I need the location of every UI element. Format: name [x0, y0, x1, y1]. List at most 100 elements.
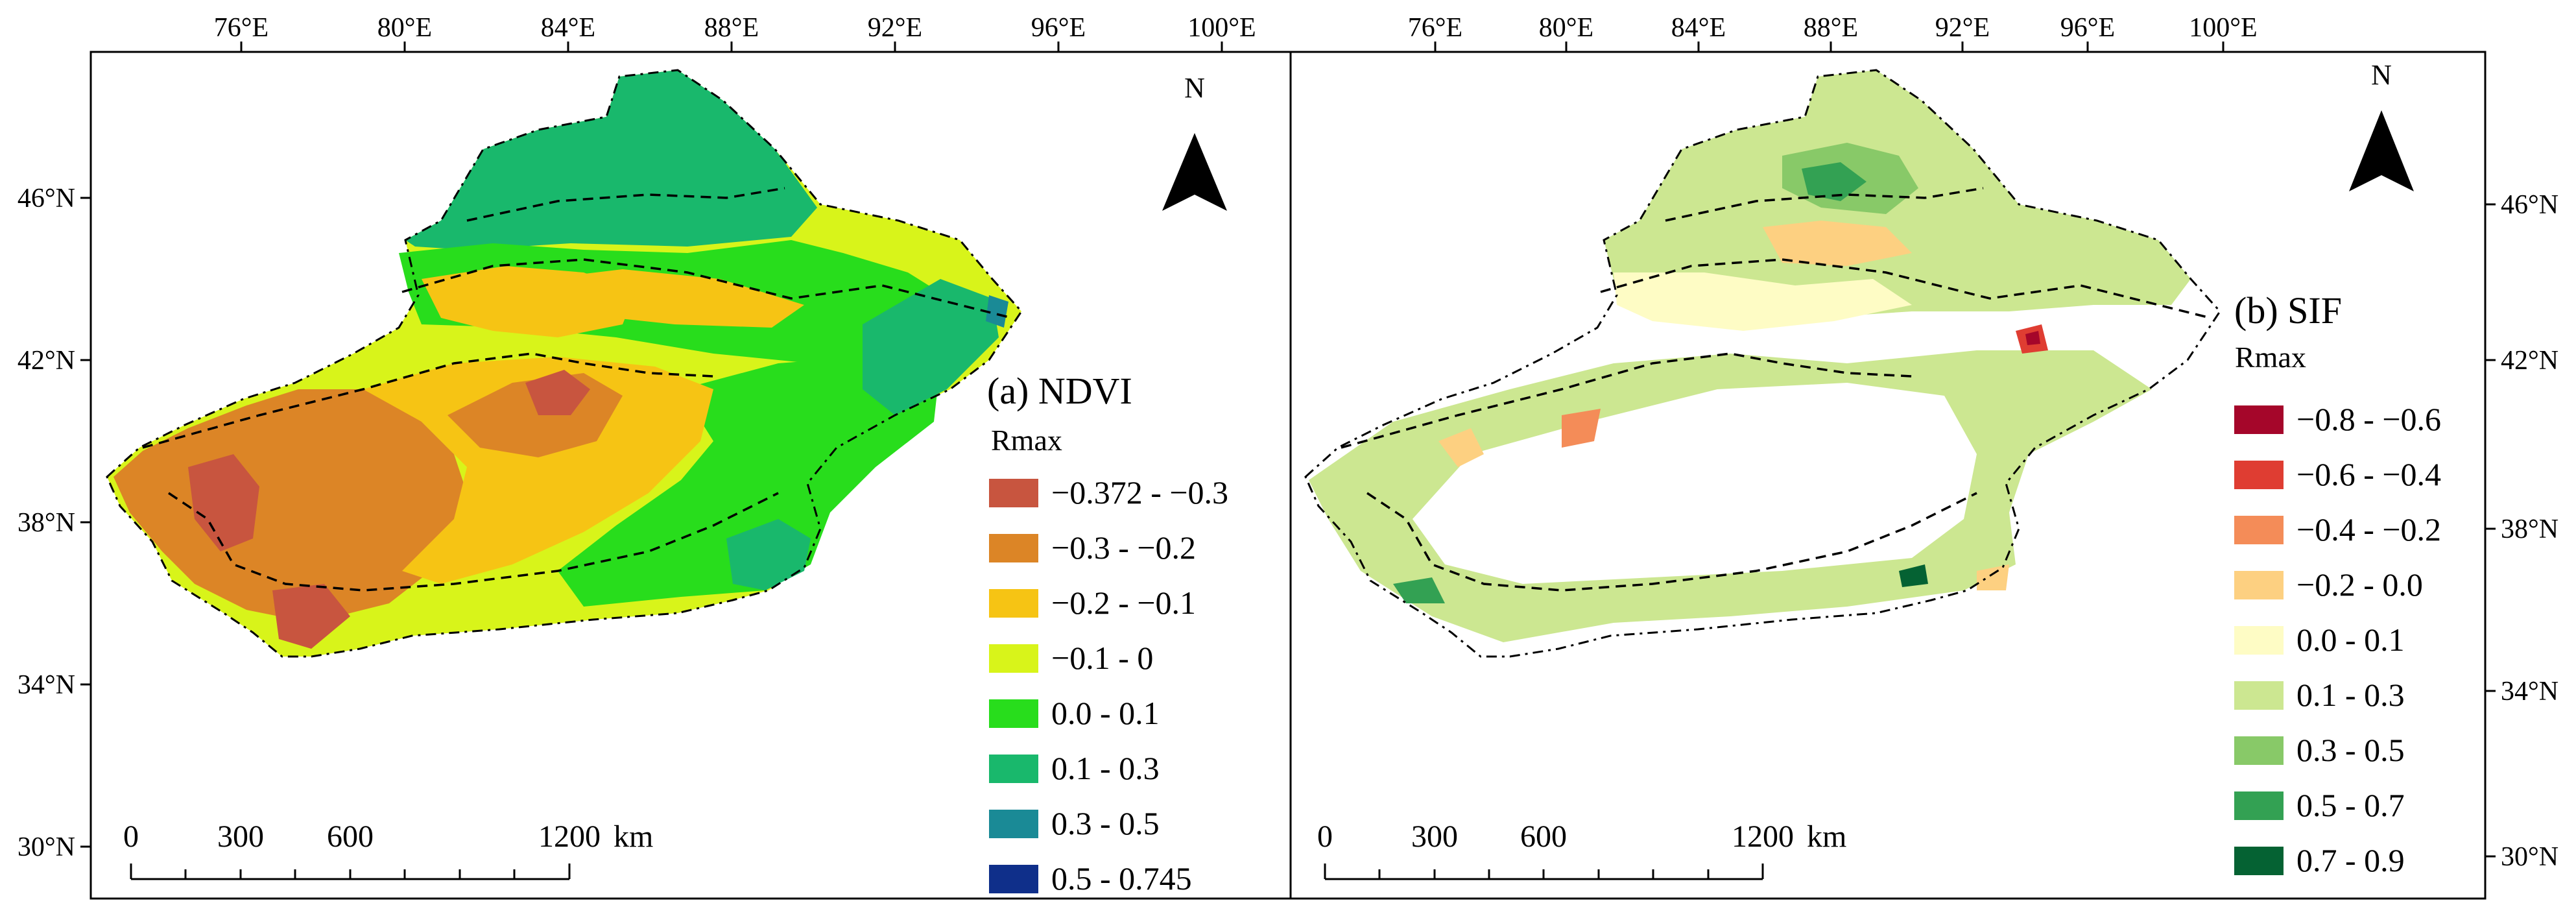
- north-arrow-icon: [1162, 133, 1227, 211]
- scale-unit: km: [614, 819, 653, 854]
- panel-a-lon-label: 92°E: [868, 13, 922, 43]
- panel-a-lat-label: 30°N: [18, 832, 75, 862]
- north-arrow-icon: [2349, 110, 2414, 191]
- legend-label: −0.3 - −0.2: [1051, 529, 1196, 566]
- panel-a-title: (a) NDVI: [987, 370, 1132, 412]
- panel-b-lon-label: 88°E: [1804, 13, 1858, 43]
- panel-b-ring: [1309, 350, 2152, 642]
- legend-swatch: [989, 810, 1038, 838]
- panel-a-southeast-teal: [726, 519, 811, 590]
- panel-b-orange-patch-2: [1562, 409, 1601, 448]
- panel-b-north-pale: [1614, 272, 1912, 331]
- scale-label: 600: [1520, 819, 1567, 854]
- legend-label: 0.3 - 0.5: [1051, 805, 1160, 841]
- panel-a-map: [106, 69, 1023, 658]
- panel-b-lon-label: 84°E: [1671, 13, 1726, 43]
- panel-a-east-green: [558, 357, 940, 607]
- panel-a-lon-label: 84°E: [541, 13, 595, 43]
- panel-b-basin-line: [1341, 352, 1977, 592]
- panel-a-lon-label: 80°E: [377, 13, 432, 43]
- panel-a-lat-label: 46°N: [18, 184, 75, 213]
- legend-swatch: [989, 699, 1038, 728]
- legend-label: 0.1 - 0.3: [2296, 677, 2405, 713]
- panel-b-lon-label: 80°E: [1539, 13, 1593, 43]
- scale-label: 1200: [1732, 819, 1794, 854]
- legend-label: −0.2 - 0.0: [2296, 566, 2423, 603]
- legend-swatch: [2234, 516, 2284, 544]
- panel-b-green-patch-2: [1899, 564, 1928, 587]
- panel-a-west-orange: [113, 389, 467, 623]
- panel-b-red-patch-2: [2025, 331, 2040, 345]
- legend-label: 0.5 - 0.7: [2296, 787, 2405, 823]
- panel-b-orange-band: [1763, 221, 1912, 266]
- panel-a-north-yellow: [422, 266, 636, 337]
- legend-swatch: [989, 755, 1038, 783]
- panel-b-orange-patch-1: [1438, 428, 1484, 467]
- legend-swatch: [2234, 681, 2284, 710]
- legend-swatch: [2234, 461, 2284, 489]
- legend-label: −0.8 - −0.6: [2296, 401, 2441, 437]
- panel-a-legend-title: Rmax: [991, 424, 1062, 457]
- panel-b-legend: −0.8 - −0.6 −0.6 - −0.4 −0.4 - −0.2 −0.2 - …: [2234, 401, 2441, 878]
- panel-a-scale-bar: 0 300 600 1200 km: [123, 819, 653, 880]
- legend-label: 0.5 - 0.745: [1051, 860, 1192, 897]
- panel-b-map: [1304, 69, 2221, 658]
- panel-a-red-patch-1: [188, 454, 259, 551]
- panel-a-lon-label: 76°E: [214, 13, 268, 43]
- panel-b-lat-label: 46°N: [2501, 190, 2558, 220]
- scale-unit: km: [1807, 819, 1846, 854]
- legend-label: −0.1 - 0: [1051, 640, 1153, 676]
- scale-label: 300: [217, 819, 264, 854]
- panel-a-blue-patch: [986, 295, 1008, 328]
- panel-a-tianshan-line: [401, 258, 1012, 319]
- panel-b-dark-core: [1802, 162, 1866, 201]
- legend-swatch: [2234, 626, 2284, 655]
- scale-label: 600: [327, 819, 374, 854]
- panel-a-lon-label: 88°E: [704, 13, 759, 43]
- legend-label: 0.0 - 0.1: [2296, 622, 2405, 658]
- panel-b-green-patch-1: [1393, 577, 1445, 603]
- panel-b-tianshan-line: [1600, 258, 2211, 319]
- panel-b-lon-label: 92°E: [1935, 13, 1990, 43]
- legend-swatch: [2234, 847, 2284, 875]
- panel-a: 76°E 80°E 84°E 88°E 92°E 96°E 100°E 46°N…: [18, 13, 1292, 900]
- legend-label: −0.372 - −0.3: [1051, 474, 1228, 511]
- panel-b-ticks: [1434, 42, 2496, 858]
- panel-a-ticks: [80, 42, 1223, 848]
- panel-b-lon-label: 96°E: [2060, 13, 2115, 43]
- panel-a-red-patch-3: [525, 370, 590, 415]
- legend-swatch: [2234, 405, 2284, 434]
- scale-label: 0: [1317, 819, 1333, 854]
- panel-a-lat-label: 34°N: [18, 670, 75, 700]
- legend-label: 0.1 - 0.3: [1051, 750, 1160, 786]
- legend-swatch: [989, 589, 1038, 618]
- legend-label: −0.4 - −0.2: [2296, 511, 2441, 548]
- legend-swatch: [989, 534, 1038, 562]
- panel-a-lon-label: 100°E: [1187, 13, 1256, 43]
- scale-label: 0: [123, 819, 139, 854]
- panel-a-north-zone: [405, 70, 817, 250]
- legend-swatch: [2234, 571, 2284, 599]
- panel-b-lon-label: 76°E: [1408, 13, 1462, 43]
- panel-a-lon-label: 96°E: [1031, 13, 1086, 43]
- panel-a-lat-label: 38°N: [18, 508, 75, 538]
- scale-label: 1200: [538, 819, 601, 854]
- panel-b-scale-bar: 0 300 600 1200 km: [1317, 819, 1846, 880]
- legend-label: 0.3 - 0.5: [2296, 732, 2405, 768]
- legend-swatch: [989, 865, 1038, 893]
- legend-label: 0.7 - 0.9: [2296, 842, 2405, 878]
- panel-a-red-patch-2: [272, 584, 350, 649]
- panel-b-lat-label: 34°N: [2501, 677, 2558, 707]
- panel-a-legend: −0.372 - −0.3 −0.3 - −0.2 −0.2 - −0.1 −0.1 …: [989, 474, 1228, 897]
- panel-a-north-label: N: [1184, 72, 1205, 104]
- panel-a-basin-line: [142, 352, 779, 592]
- panel-b: 76°E 80°E 84°E 88°E 92°E 96°E 100°E 46°N…: [1289, 13, 2558, 900]
- scale-label: 300: [1411, 819, 1458, 854]
- legend-label: −0.6 - −0.4: [2296, 456, 2441, 492]
- panel-b-lon-label: 100°E: [2189, 13, 2257, 43]
- panel-a-east-teal: [863, 279, 999, 415]
- legend-swatch: [2234, 791, 2284, 820]
- panel-b-title: (b) SIF: [2234, 289, 2342, 332]
- panel-a-north-arrow: N: [1162, 72, 1227, 211]
- legend-label: 0.0 - 0.1: [1051, 695, 1160, 731]
